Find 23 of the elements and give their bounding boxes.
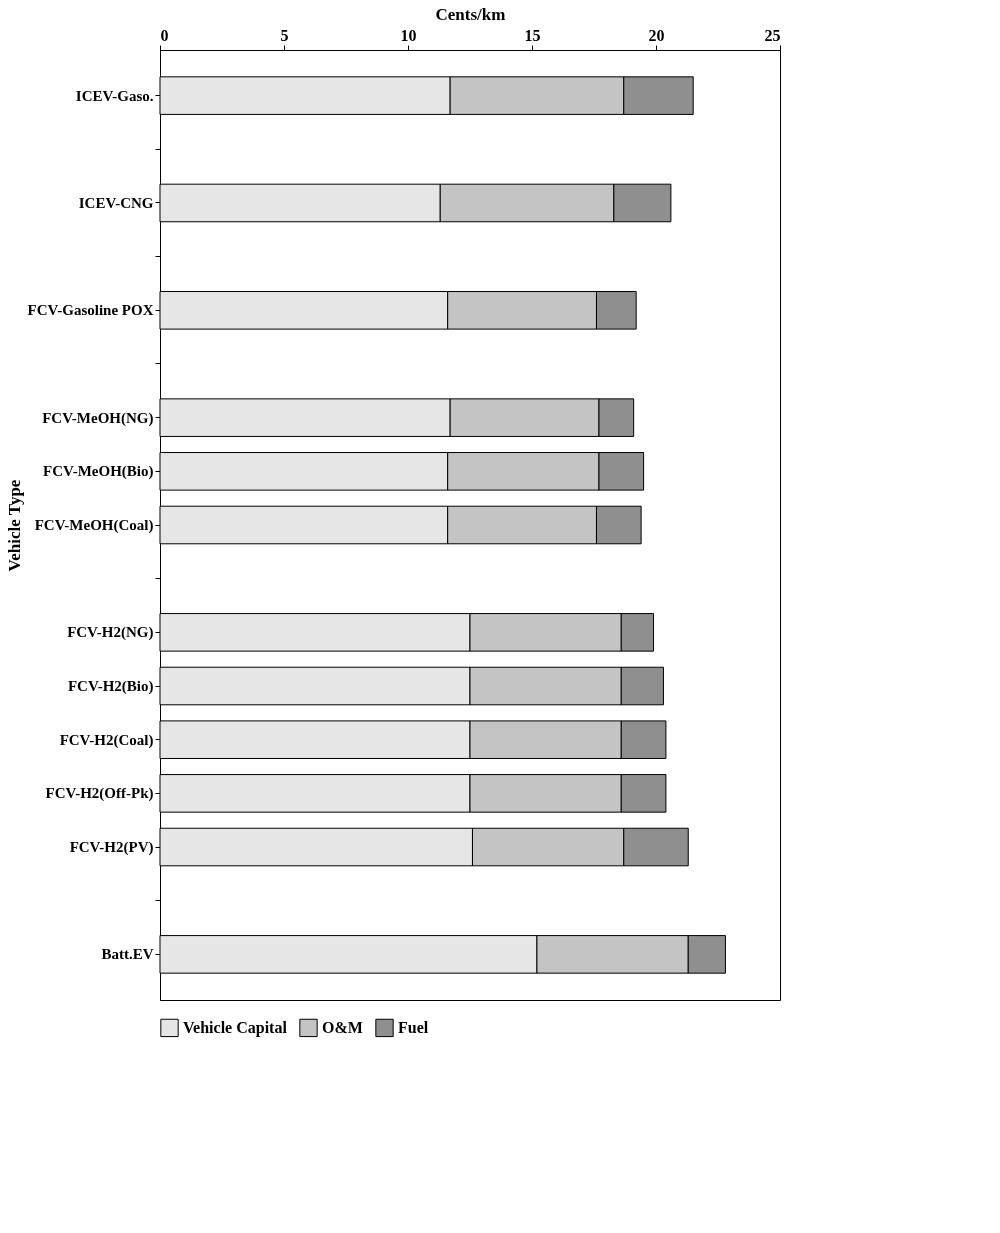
- legend-label: Fuel: [398, 1018, 429, 1036]
- x-tick-label: 25: [764, 26, 781, 44]
- y-tick-label: FCV-H2(Coal): [59, 731, 154, 749]
- legend-label: O&M: [322, 1018, 363, 1036]
- x-tick-label: 15: [524, 26, 541, 44]
- y-tick-label: FCV-H2(Bio): [67, 678, 154, 696]
- x-tick-label: 10: [400, 26, 417, 44]
- x-tick-label: 0: [160, 26, 169, 44]
- y-tick-label: FCV-MeOH(NG): [42, 409, 154, 427]
- y-tick-label: FCV-H2(NG): [67, 624, 154, 642]
- x-tick-label: 5: [280, 26, 289, 44]
- y-tick-label: FCV-MeOH(Coal): [34, 517, 154, 534]
- y-axis-title: Vehicle Type: [4, 479, 24, 572]
- y-tick-label: FCV-MeOH(Bio): [42, 463, 154, 481]
- legend-label: Vehicle Capital: [183, 1018, 288, 1037]
- y-tick-label: ICEV-CNG: [78, 194, 154, 211]
- y-tick-label: ICEV-Gaso.: [75, 87, 154, 104]
- x-axis-title: Cents/km: [435, 4, 506, 24]
- y-tick-label: Batt.EV: [101, 946, 154, 963]
- x-tick-label: 20: [648, 26, 665, 44]
- y-tick-label: FCV-Gasoline POX: [27, 302, 154, 319]
- y-tick-label: FCV-H2(Off-Pk): [45, 785, 154, 803]
- y-tick-label: FCV-H2(PV): [69, 839, 154, 857]
